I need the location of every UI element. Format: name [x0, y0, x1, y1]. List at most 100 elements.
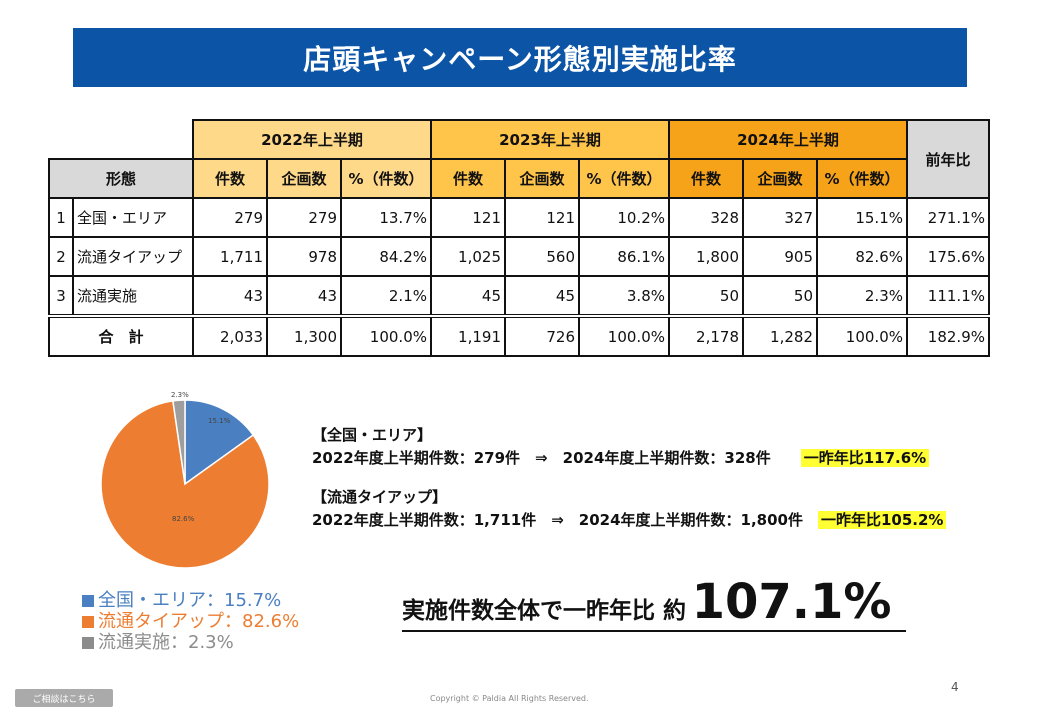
cell: 121 — [504, 197, 580, 238]
subheader-count: 件数 — [668, 158, 744, 199]
cell: 2.1% — [340, 275, 432, 317]
note-title-national: 【全国・エリア】 — [312, 426, 433, 444]
legend-label: 全国・エリア：15.7% — [98, 590, 282, 611]
subheader-count: 件数 — [430, 158, 506, 199]
form-header: 形態 — [48, 158, 194, 199]
subheader-plans: 企画数 — [266, 158, 342, 199]
subheader-percent: %（件数） — [816, 158, 908, 199]
row-name: 流通実施 — [72, 275, 194, 317]
cell: 2,178 — [668, 314, 744, 357]
sub-header-row: 形態 件数 企画数 %（件数） 件数 企画数 %（件数） 件数 企画数 %（件数… — [48, 158, 989, 199]
yoy-cell: 175.6% — [906, 236, 990, 277]
subheader-percent: %（件数） — [340, 158, 432, 199]
subheader-count: 件数 — [192, 158, 268, 199]
cell: 1,800 — [668, 236, 744, 277]
legend-label: 流通実施：2.3% — [98, 632, 234, 653]
cell: 100.0% — [816, 314, 908, 357]
pie-label-tieup: 82.6% — [172, 515, 195, 523]
cell: 121 — [430, 197, 506, 238]
period-2022: 2022年上半期 — [192, 119, 432, 160]
cell: 15.1% — [816, 197, 908, 238]
row-number: 2 — [48, 236, 74, 277]
cell: 45 — [504, 275, 580, 317]
subheader-plans: 企画数 — [742, 158, 818, 199]
note-line-tieup: 2022年度上半期件数：1,711件 ⇒ 2024年度上半期件数：1,800件 … — [312, 509, 947, 532]
cell: 43 — [266, 275, 342, 317]
total-row: 合 計 2,033 1,300 100.0% 1,191 726 100.0% … — [48, 314, 990, 357]
cell: 1,025 — [430, 236, 506, 277]
comparison-notes: 【全国・エリア】 2022年度上半期件数：279件 ⇒ 2024年度上半期件数：… — [312, 424, 947, 532]
campaign-table: 2022年上半期 2023年上半期 2024年上半期 前年比 形態 件数 企画数… — [48, 119, 990, 357]
period-2023: 2023年上半期 — [430, 119, 670, 160]
cell: 50 — [668, 275, 744, 317]
note-title-tieup: 【流通タイアップ】 — [312, 488, 448, 506]
legend-swatch — [82, 595, 94, 607]
cell: 2.3% — [816, 275, 908, 317]
period-2024: 2024年上半期 — [668, 119, 908, 160]
yoy-cell: 111.1% — [906, 275, 990, 317]
cell: 327 — [742, 197, 818, 238]
row-number: 3 — [48, 275, 74, 317]
pie-slice-national — [184, 399, 255, 486]
cell: 1,711 — [192, 236, 268, 277]
cell: 328 — [668, 197, 744, 238]
pie-chart — [100, 399, 270, 569]
legend-label: 流通タイアップ：82.6% — [98, 611, 300, 632]
pie-slice-retail — [172, 399, 186, 485]
legend-item-national: 全国・エリア：15.7% — [82, 590, 299, 611]
period-header-row: 2022年上半期 2023年上半期 2024年上半期 前年比 — [49, 119, 990, 199]
pie-label-national: 15.1% — [208, 417, 231, 425]
cell: 1,300 — [266, 314, 342, 357]
pie-legend: 全国・エリア：15.7% 流通タイアップ：82.6% 流通実施：2.3% — [82, 590, 299, 653]
cell: 13.7% — [340, 197, 432, 238]
cell: 50 — [742, 275, 818, 317]
yoy-cell: 182.9% — [906, 314, 990, 357]
cell: 100.0% — [578, 314, 670, 357]
summary-value: 107.1% — [691, 574, 892, 630]
subheader-percent: %（件数） — [578, 158, 670, 199]
note-text: 2022年度上半期件数：1,711件 ⇒ 2024年度上半期件数：1,800件 — [312, 511, 803, 529]
page-title: 店頭キャンペーン形態別実施比率 — [73, 28, 967, 87]
legend-swatch — [82, 637, 94, 649]
note-line-national: 2022年度上半期件数：279件 ⇒ 2024年度上半期件数：328件 一昨年比… — [312, 447, 946, 470]
cell: 726 — [504, 314, 580, 357]
table-row: 3 流通実施 43 43 2.1% 45 45 3.8% 50 50 2.3% … — [48, 275, 990, 317]
pie-label-small: 2.3% — [171, 391, 189, 399]
cell: 1,282 — [742, 314, 818, 357]
note-text: 2022年度上半期件数：279件 ⇒ 2024年度上半期件数：328件 — [312, 449, 771, 467]
cell: 279 — [192, 197, 268, 238]
legend-item-tieup: 流通タイアップ：82.6% — [82, 611, 299, 632]
highlight-tieup: 一昨年比105.2% — [817, 511, 947, 529]
legend-item-retail: 流通実施：2.3% — [82, 632, 299, 653]
cell: 279 — [266, 197, 342, 238]
cell: 978 — [266, 236, 342, 277]
cell: 3.8% — [578, 275, 670, 317]
pie-slice-tieup — [100, 400, 270, 569]
page-number: 4 — [951, 680, 959, 694]
cell: 905 — [742, 236, 818, 277]
table-row: 2 流通タイアップ 1,711 978 84.2% 1,025 560 86.1… — [48, 236, 990, 277]
yoy-header: 前年比 — [906, 119, 990, 199]
cell: 2,033 — [192, 314, 268, 357]
copyright: Copyright © Paldia All Rights Reserved. — [430, 694, 589, 703]
summary-text: 実施件数全体で一昨年比 約 — [402, 598, 687, 624]
cell: 84.2% — [340, 236, 432, 277]
row-name: 流通タイアップ — [72, 236, 194, 277]
cell: 1,191 — [430, 314, 506, 357]
table-row: 1 全国・エリア 279 279 13.7% 121 121 10.2% 328… — [48, 197, 990, 238]
legend-swatch — [82, 616, 94, 628]
subheader-plans: 企画数 — [504, 158, 580, 199]
cell: 43 — [192, 275, 268, 317]
yoy-cell: 271.1% — [906, 197, 990, 238]
summary-statement: 実施件数全体で一昨年比 約 107.1% — [402, 574, 906, 632]
cell: 10.2% — [578, 197, 670, 238]
row-name: 全国・エリア — [72, 197, 194, 238]
cell: 86.1% — [578, 236, 670, 277]
row-number: 1 — [48, 197, 74, 238]
consult-button[interactable]: ご相談はこちら — [15, 689, 113, 707]
cell: 100.0% — [340, 314, 432, 357]
cell: 45 — [430, 275, 506, 317]
total-label: 合 計 — [48, 314, 194, 357]
cell: 560 — [504, 236, 580, 277]
highlight-national: 一昨年比117.6% — [800, 449, 930, 467]
